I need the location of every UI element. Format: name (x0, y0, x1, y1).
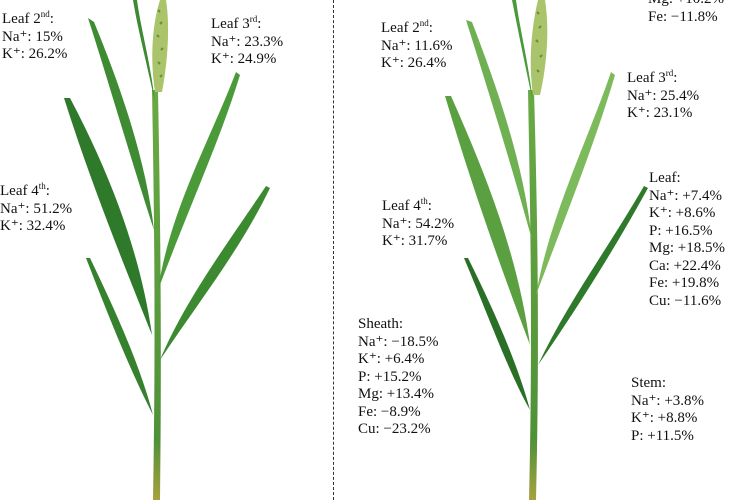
left-plant (64, 0, 270, 500)
left-leaf5 (160, 186, 270, 360)
right-panicle (530, 0, 548, 95)
right-leaf5 (538, 186, 648, 365)
right-sheath-label: Sheath: Na⁺: −18.5% K⁺: +6.4% P: +15.2% … (358, 316, 439, 437)
left-leaf2-label: Leaf 2nd: Na⁺: 15% K⁺: 26.2% (2, 9, 68, 63)
right-leaf-label: Leaf: Na⁺: +7.4% K⁺: +8.6% P: +16.5% Mg:… (649, 170, 725, 309)
right-top-partial-label: Mg: +10.2% Fe: −11.8% (648, 0, 724, 25)
left-leaf6 (86, 258, 153, 415)
right-leaf3 (536, 72, 615, 295)
left-stem (152, 90, 161, 500)
right-flag-leaf (512, 0, 533, 102)
right-leaf4 (445, 96, 530, 345)
right-leaf3-label: Leaf 3rd: Na⁺: 25.4% K⁺: 23.1% (627, 68, 700, 122)
right-stem-label: Stem: Na⁺: +3.8% K⁺: +8.8% P: +11.5% (631, 375, 705, 444)
right-panicle-dots (535, 11, 543, 73)
left-leaf3 (158, 72, 240, 290)
right-leaf2-label: Leaf 2nd: Na⁺: 11.6% K⁺: 26.4% (381, 18, 453, 72)
dashed-divider (333, 0, 334, 500)
left-leaf3-label: Leaf 3rd: Na⁺: 23.3% K⁺: 24.9% (211, 14, 284, 68)
right-leaf4-label: Leaf 4th: Na⁺: 54.2% K⁺: 31.7% (382, 196, 455, 250)
left-leaf4-label: Leaf 4th: Na⁺: 51.2% K⁺: 32.4% (0, 181, 73, 235)
right-leaf6 (464, 258, 530, 410)
left-flag-leaf (133, 0, 155, 102)
left-leaf2 (88, 18, 154, 230)
right-stem (528, 90, 538, 500)
right-plant (445, 0, 648, 500)
left-leaf4 (64, 98, 152, 335)
right-leaf2 (466, 20, 532, 240)
left-panicle (152, 0, 169, 92)
left-panicle-dots (156, 9, 164, 78)
